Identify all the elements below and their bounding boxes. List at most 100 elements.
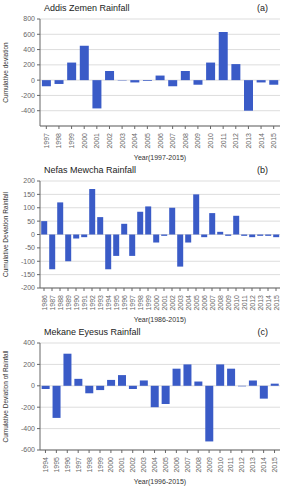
svg-text:1989: 1989 xyxy=(65,295,72,311)
svg-text:1986: 1986 xyxy=(41,295,48,311)
svg-text:2001: 2001 xyxy=(118,457,125,473)
svg-text:-400: -400 xyxy=(21,107,35,114)
svg-text:0: 0 xyxy=(31,77,35,84)
svg-text:1997: 1997 xyxy=(129,295,136,311)
svg-text:1996: 1996 xyxy=(121,295,128,311)
svg-text:1987: 1987 xyxy=(49,295,56,311)
svg-text:1995: 1995 xyxy=(113,295,120,311)
svg-text:Cumulative Deviation of Rainfa: Cumulative Deviation of Rainfall xyxy=(8,350,9,443)
svg-text:2008: 2008 xyxy=(217,295,224,311)
svg-text:1997: 1997 xyxy=(75,457,82,473)
svg-text:2008: 2008 xyxy=(195,457,202,473)
svg-text:800: 800 xyxy=(23,15,35,22)
svg-text:1997: 1997 xyxy=(43,133,50,149)
svg-text:1999: 1999 xyxy=(68,133,75,149)
svg-text:-200: -200 xyxy=(21,284,35,291)
svg-text:0: 0 xyxy=(31,231,35,238)
svg-text:2001: 2001 xyxy=(93,133,100,149)
svg-text:200: 200 xyxy=(23,361,35,368)
svg-text:1998: 1998 xyxy=(86,457,93,473)
svg-text:2013: 2013 xyxy=(257,295,264,311)
svg-text:2003: 2003 xyxy=(177,295,184,311)
svg-text:50: 50 xyxy=(27,218,35,225)
svg-text:-600: -600 xyxy=(21,446,35,453)
svg-text:1998: 1998 xyxy=(55,133,62,149)
svg-text:2006: 2006 xyxy=(201,295,208,311)
svg-text:150: 150 xyxy=(23,191,35,198)
svg-text:2014: 2014 xyxy=(265,295,272,311)
svg-text:2004: 2004 xyxy=(151,457,158,473)
svg-text:2011: 2011 xyxy=(241,295,248,310)
svg-text:-100: -100 xyxy=(21,258,35,265)
svg-text:-50: -50 xyxy=(25,244,35,251)
svg-text:Year(1986-2015): Year(1986-2015) xyxy=(134,316,186,324)
svg-text:2004: 2004 xyxy=(131,133,138,149)
svg-text:Cumulative Deviation Rainfall: Cumulative Deviation Rainfall xyxy=(8,191,9,276)
svg-text:2000: 2000 xyxy=(153,295,160,311)
svg-text:-200: -200 xyxy=(21,404,35,411)
svg-text:1995: 1995 xyxy=(53,457,60,473)
svg-text:Year(1997-2015): Year(1997-2015) xyxy=(134,154,186,162)
svg-text:2009: 2009 xyxy=(225,295,232,311)
svg-text:2002: 2002 xyxy=(169,295,176,311)
svg-text:1993: 1993 xyxy=(97,295,104,311)
svg-text:2012: 2012 xyxy=(238,457,245,473)
svg-text:2010: 2010 xyxy=(217,457,224,473)
svg-text:1994: 1994 xyxy=(42,457,49,473)
svg-text:2015: 2015 xyxy=(270,133,277,149)
svg-text:2009: 2009 xyxy=(206,457,213,473)
svg-text:1992: 1992 xyxy=(89,295,96,311)
svg-text:2013: 2013 xyxy=(245,133,252,149)
svg-text:2003: 2003 xyxy=(140,457,147,473)
svg-text:200: 200 xyxy=(23,61,35,68)
svg-text:1999: 1999 xyxy=(97,457,104,473)
svg-text:400: 400 xyxy=(23,46,35,53)
svg-text:1991: 1991 xyxy=(81,295,88,311)
svg-text:2009: 2009 xyxy=(194,133,201,149)
svg-text:2015: 2015 xyxy=(271,457,278,473)
svg-text:2010: 2010 xyxy=(233,295,240,311)
svg-text:2004: 2004 xyxy=(185,295,192,311)
svg-text:2007: 2007 xyxy=(184,457,191,473)
svg-text:2002: 2002 xyxy=(129,457,136,473)
svg-text:2005: 2005 xyxy=(144,133,151,149)
svg-text:1999: 1999 xyxy=(145,295,152,311)
svg-text:-150: -150 xyxy=(21,271,35,278)
svg-text:2013: 2013 xyxy=(249,457,256,473)
svg-text:2008: 2008 xyxy=(182,133,189,149)
svg-text:2015: 2015 xyxy=(273,295,280,311)
svg-text:1994: 1994 xyxy=(105,295,112,311)
html-text:Addis Zemen Rainfall: Addis Zemen Rainfall xyxy=(44,3,130,13)
svg-text:2014: 2014 xyxy=(260,457,267,473)
svg-text:2011: 2011 xyxy=(227,457,234,472)
svg-text:2007: 2007 xyxy=(209,295,216,311)
svg-text:2011: 2011 xyxy=(220,133,227,148)
svg-text:0: 0 xyxy=(31,382,35,389)
svg-text:Year(1996-2015): Year(1996-2015) xyxy=(134,478,186,486)
svg-text:2007: 2007 xyxy=(169,133,176,149)
svg-text:2002: 2002 xyxy=(106,133,113,149)
svg-text:2000: 2000 xyxy=(107,457,114,473)
svg-text:600: 600 xyxy=(23,31,35,38)
svg-text:Cumulative deviation: Cumulative deviation xyxy=(8,42,9,103)
svg-text:2005: 2005 xyxy=(193,295,200,311)
svg-text:2001: 2001 xyxy=(161,295,168,311)
svg-text:2012: 2012 xyxy=(232,133,239,149)
svg-text:2006: 2006 xyxy=(173,457,180,473)
svg-text:2005: 2005 xyxy=(162,457,169,473)
svg-text:2003: 2003 xyxy=(119,133,126,149)
svg-text:100: 100 xyxy=(23,204,35,211)
svg-text:1990: 1990 xyxy=(73,295,80,311)
svg-text:200: 200 xyxy=(23,177,35,184)
svg-text:2010: 2010 xyxy=(207,133,214,149)
svg-text:2014: 2014 xyxy=(258,133,265,149)
svg-text:1998: 1998 xyxy=(137,295,144,311)
svg-text:-200: -200 xyxy=(21,92,35,99)
svg-text:1988: 1988 xyxy=(57,295,64,311)
svg-text:-400: -400 xyxy=(21,425,35,432)
svg-text:2006: 2006 xyxy=(157,133,164,149)
svg-text:400: 400 xyxy=(23,339,35,346)
svg-text:1996: 1996 xyxy=(64,457,71,473)
svg-text:2000: 2000 xyxy=(81,133,88,149)
svg-text:2012: 2012 xyxy=(249,295,256,311)
